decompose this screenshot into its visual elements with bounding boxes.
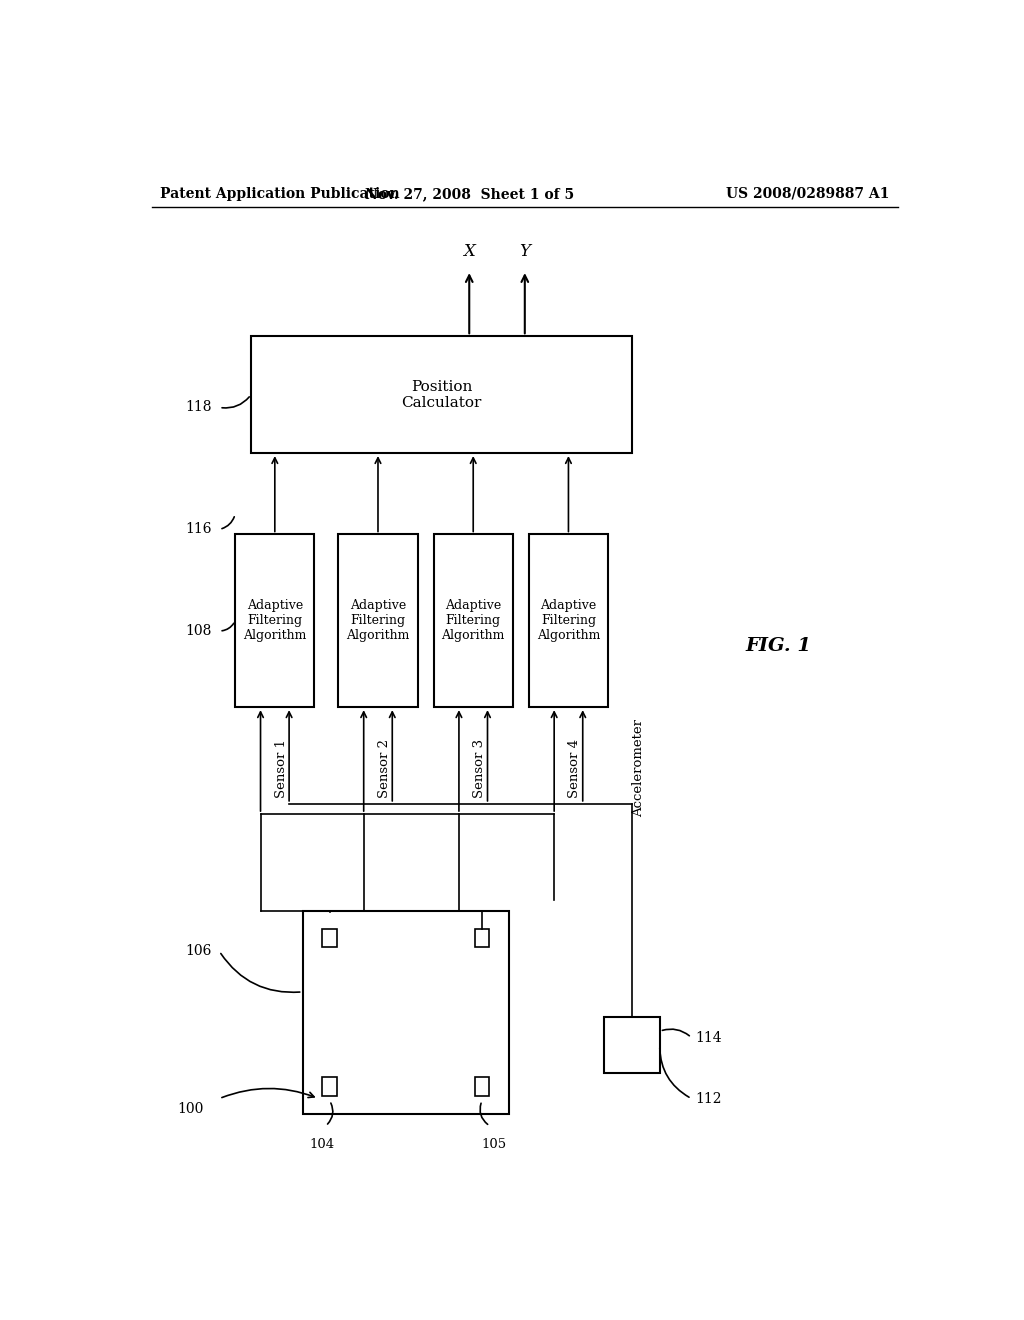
Text: Sensor 4: Sensor 4 xyxy=(568,739,582,797)
Text: 108: 108 xyxy=(185,624,211,638)
Text: 118: 118 xyxy=(184,400,211,414)
Text: Adaptive
Filtering
Algorithm: Adaptive Filtering Algorithm xyxy=(243,599,306,643)
Text: Sensor 3: Sensor 3 xyxy=(473,739,486,797)
Text: 104: 104 xyxy=(309,1138,334,1151)
Bar xyxy=(323,929,337,948)
Text: Position
Calculator: Position Calculator xyxy=(401,380,481,409)
Text: 105: 105 xyxy=(481,1138,507,1151)
Bar xyxy=(323,1077,337,1096)
Text: X: X xyxy=(463,243,475,260)
Text: US 2008/0289887 A1: US 2008/0289887 A1 xyxy=(726,187,890,201)
Text: Y: Y xyxy=(519,243,530,260)
Bar xyxy=(251,337,632,453)
Text: Patent Application Publication: Patent Application Publication xyxy=(160,187,399,201)
Text: 100: 100 xyxy=(177,1102,204,1115)
Bar xyxy=(433,535,513,708)
Text: 114: 114 xyxy=(695,1031,722,1044)
Bar xyxy=(338,535,418,708)
Bar xyxy=(236,535,314,708)
Bar xyxy=(604,1018,659,1073)
Bar xyxy=(303,911,509,1114)
Text: Adaptive
Filtering
Algorithm: Adaptive Filtering Algorithm xyxy=(537,599,600,643)
Text: 112: 112 xyxy=(695,1092,722,1106)
Text: Accelerometer: Accelerometer xyxy=(632,719,645,817)
Text: Nov. 27, 2008  Sheet 1 of 5: Nov. 27, 2008 Sheet 1 of 5 xyxy=(365,187,573,201)
Text: 106: 106 xyxy=(185,944,211,958)
Bar xyxy=(475,929,489,948)
Text: Sensor 2: Sensor 2 xyxy=(378,739,391,797)
Bar xyxy=(528,535,608,708)
Text: Adaptive
Filtering
Algorithm: Adaptive Filtering Algorithm xyxy=(346,599,410,643)
Text: FIG. 1: FIG. 1 xyxy=(745,638,812,655)
Text: Adaptive
Filtering
Algorithm: Adaptive Filtering Algorithm xyxy=(441,599,505,643)
Text: Sensor 1: Sensor 1 xyxy=(274,739,288,797)
Text: 116: 116 xyxy=(184,523,211,536)
Bar xyxy=(475,1077,489,1096)
